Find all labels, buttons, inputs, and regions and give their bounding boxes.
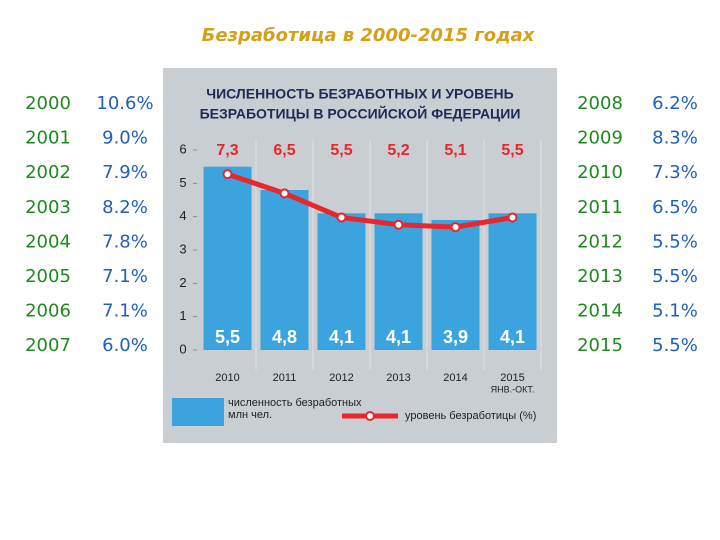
x-tick-note: ЯНВ.-ОКТ. — [491, 384, 535, 394]
x-tick-label: 2015 — [500, 372, 524, 384]
value-label: 5,5 — [330, 142, 352, 159]
y-tick-label: 0 — [179, 341, 186, 356]
line — [226, 171, 513, 230]
value-label: 4,1 — [329, 327, 354, 347]
y-tick-label: 6 — [179, 141, 186, 156]
chart-title: ЧИСЛЕННОСТЬ БЕЗРАБОТНЫХ И УРОВЕНЬ — [206, 86, 513, 102]
year: 2003 — [25, 197, 71, 218]
year: 2007 — [25, 335, 71, 356]
rate: 10.6% — [96, 93, 153, 114]
x-tick-label: 2013 — [386, 372, 410, 384]
line-point — [507, 212, 518, 223]
value-label: 4,8 — [272, 327, 297, 347]
bar — [260, 190, 309, 350]
rate: 7.3% — [652, 162, 698, 183]
rate: 6.0% — [102, 335, 148, 356]
line-point — [222, 169, 233, 180]
y-tick-label: 1 — [179, 308, 186, 323]
year: 2011 — [577, 197, 623, 218]
bar — [431, 220, 480, 350]
value-label: 4,1 — [500, 327, 525, 347]
legend-label: численность безработных млн чел. — [228, 397, 362, 421]
x-tick-label: 2014 — [443, 372, 467, 384]
line-point — [393, 219, 404, 230]
y-tick-label: 2 — [179, 275, 186, 290]
bar — [203, 166, 252, 350]
rate: 8.3% — [652, 128, 698, 149]
x-tick-label: 2011 — [273, 372, 297, 384]
line-point — [450, 222, 461, 233]
bar — [488, 213, 537, 350]
year: 2010 — [577, 162, 623, 183]
value-label: 7,3 — [216, 142, 238, 159]
rate: 5.5% — [652, 335, 698, 356]
rate: 9.0% — [102, 128, 148, 149]
value-label: 6,5 — [273, 142, 295, 159]
y-tick-label: 3 — [179, 241, 186, 256]
value-label: 3,9 — [443, 327, 468, 347]
rate: 5.1% — [652, 301, 698, 322]
year: 2012 — [577, 231, 623, 252]
bar — [317, 213, 366, 350]
year: 2009 — [577, 128, 623, 149]
rate: 6.2% — [652, 93, 698, 114]
rate: 7.1% — [102, 301, 148, 322]
rate: 7.9% — [102, 162, 148, 183]
y-tick-label: 5 — [179, 175, 186, 190]
rate: 5.5% — [652, 231, 698, 252]
rate: 5.5% — [652, 266, 698, 287]
x-tick-label: 2010 — [215, 372, 239, 384]
line-point — [279, 188, 290, 199]
value-label: 5,5 — [501, 142, 523, 159]
value-label: 5,1 — [444, 142, 466, 159]
value-label: 4,1 — [386, 327, 411, 347]
year: 2008 — [577, 93, 623, 114]
year: 2005 — [25, 266, 71, 287]
legend-swatch — [365, 411, 375, 421]
legend-swatch — [172, 398, 224, 426]
rate: 8.2% — [102, 197, 148, 218]
slide-title: Безработица в 2000-2015 годах — [202, 25, 536, 46]
value-label: 5,2 — [387, 142, 409, 159]
y-tick-label: 4 — [179, 208, 186, 223]
chart-title: БЕЗРАБОТИЦЫ В РОССИЙСКОЙ ФЕДЕРАЦИИ — [200, 105, 521, 122]
value-label: 5,5 — [215, 327, 240, 347]
year: 2015 — [577, 335, 623, 356]
bar — [374, 213, 423, 350]
year: 2000 — [25, 93, 71, 114]
x-tick-label: 2012 — [329, 372, 353, 384]
line-point — [336, 212, 347, 223]
rate: 6.5% — [652, 197, 698, 218]
rate: 7.8% — [102, 231, 148, 252]
year: 2013 — [577, 266, 623, 287]
rate: 7.1% — [102, 266, 148, 287]
year: 2014 — [577, 301, 623, 322]
year: 2006 — [25, 301, 71, 322]
year: 2002 — [25, 162, 71, 183]
year: 2001 — [25, 128, 71, 149]
legend-label: уровень безработицы (%) — [405, 410, 537, 422]
year: 2004 — [25, 231, 71, 252]
